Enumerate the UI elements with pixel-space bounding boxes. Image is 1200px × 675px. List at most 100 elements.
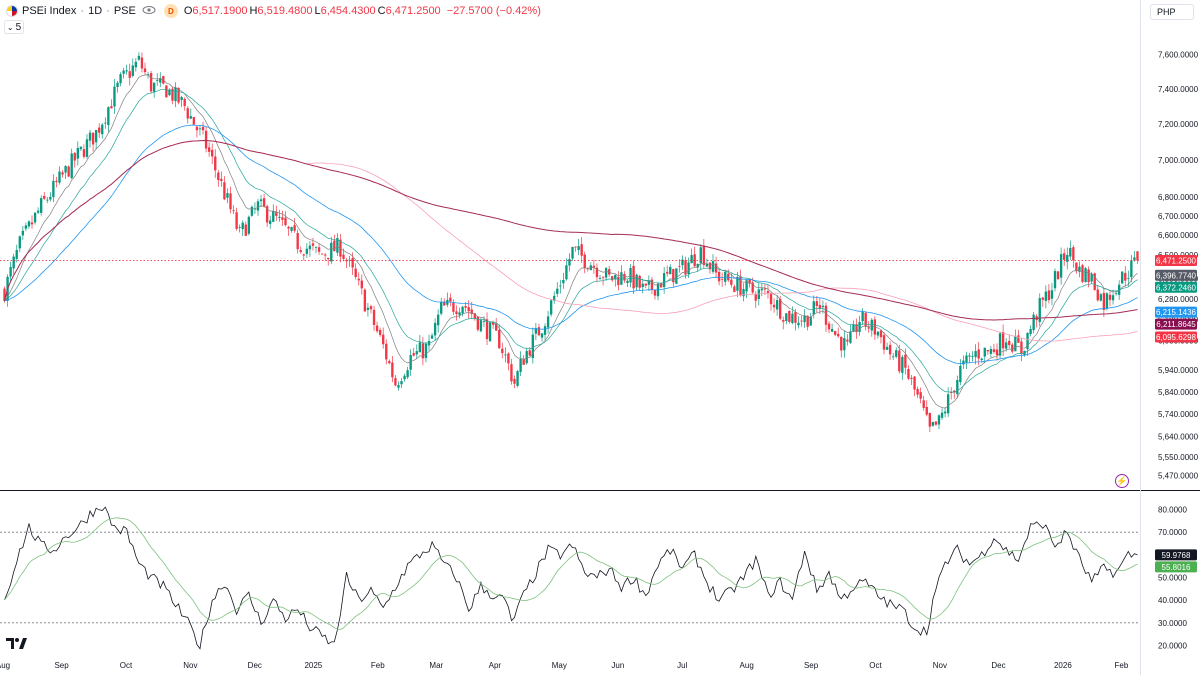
- candle-body: [479, 320, 483, 332]
- candle-body: [281, 217, 284, 220]
- candle-body: [1075, 262, 1078, 271]
- ema-mid-label: 6,372.2460: [1156, 283, 1197, 292]
- candle-body: [528, 350, 531, 356]
- candle-body: [556, 288, 559, 294]
- candle-body: [94, 129, 98, 143]
- candle-body: [107, 107, 110, 126]
- candle-body: [397, 384, 400, 388]
- candle-body: [189, 116, 192, 119]
- candle-body: [763, 288, 767, 290]
- ema-fast-label-bg: [1155, 269, 1197, 281]
- candle-body: [192, 117, 196, 125]
- candle-body: [470, 309, 473, 314]
- tradingview-logo-icon[interactable]: [6, 636, 28, 650]
- candle-body: [736, 276, 739, 291]
- candle-body: [67, 166, 70, 177]
- candle-body: [672, 269, 675, 283]
- candle-body: [122, 70, 125, 74]
- candle-body: [333, 240, 336, 252]
- candle-body: [925, 406, 928, 415]
- low-number: 6,454.4300: [320, 5, 376, 17]
- timeframe[interactable]: 1D: [88, 5, 103, 17]
- candle-body: [168, 89, 171, 96]
- candle-body: [1017, 335, 1020, 343]
- candle-body: [214, 156, 217, 171]
- axis-value-labels: 6,471.2500 6,396.7740 6,372.2460 6,215.1436…: [1155, 254, 1197, 573]
- data-badge[interactable]: D: [163, 4, 178, 18]
- candle-body: [1072, 247, 1075, 261]
- symbol-title[interactable]: PSEi Index: [22, 5, 77, 17]
- candle-body: [330, 242, 333, 262]
- collapse-indicators-button[interactable]: ⌄ 5: [4, 20, 24, 34]
- candle-body: [882, 335, 886, 350]
- candle-body: [995, 349, 999, 356]
- candle-body: [971, 356, 974, 357]
- candle-body: [269, 220, 272, 224]
- price-tick-label: 6,700.0000: [1158, 212, 1199, 221]
- candle-body: [962, 360, 965, 365]
- candle-body: [79, 146, 83, 150]
- candle-body: [98, 127, 101, 133]
- candle-body: [412, 353, 415, 356]
- price-tick-label: 5,940.0000: [1158, 366, 1199, 375]
- candle-body: [733, 286, 736, 292]
- candle-body: [565, 265, 568, 280]
- candle-body: [980, 358, 983, 360]
- candle-body: [986, 350, 990, 352]
- candle-body: [339, 239, 342, 257]
- candle-body: [1121, 271, 1124, 284]
- candle-body: [895, 350, 898, 357]
- candle-body: [632, 265, 635, 289]
- candle-body: [284, 217, 287, 226]
- legend-bar: PSEi Index · 1D · PSE D O6,517.1900 H6,5…: [0, 0, 1140, 22]
- candle-body: [55, 180, 58, 183]
- candle-body: [919, 392, 922, 399]
- candle-body: [1081, 265, 1084, 282]
- candle-body: [1105, 293, 1109, 309]
- candle-body: [180, 97, 183, 101]
- candle-body: [1069, 247, 1072, 257]
- candle-body: [510, 364, 513, 382]
- candle-body: [824, 305, 828, 325]
- candle-body: [1111, 295, 1115, 301]
- rsi-ma-line: [4, 517, 1138, 630]
- candle-body: [745, 280, 748, 292]
- candle-body: [965, 355, 968, 363]
- currency-selector[interactable]: PHP: [1150, 4, 1194, 20]
- candle-body: [696, 263, 699, 268]
- candle-body: [907, 368, 910, 379]
- candle-body: [815, 301, 819, 306]
- candle-body: [201, 126, 205, 131]
- candle-body: [769, 293, 773, 305]
- open-value: O6,517.1900: [184, 5, 248, 17]
- time-tick-label: Jul: [677, 661, 687, 670]
- candle-body: [265, 206, 269, 223]
- candle-body: [720, 278, 724, 280]
- candle-body: [998, 333, 1002, 356]
- candle-body: [1014, 336, 1017, 352]
- candle-body: [623, 273, 626, 281]
- candle-body: [898, 350, 901, 372]
- candle-body: [482, 321, 486, 322]
- eye-icon[interactable]: [142, 5, 156, 18]
- candle-body: [485, 319, 489, 340]
- candle-body: [855, 324, 858, 333]
- candle-body: [702, 245, 706, 266]
- candle-body: [464, 305, 467, 308]
- candle-body: [739, 276, 742, 296]
- candle-body: [174, 87, 177, 102]
- title-sep: ·: [80, 5, 85, 17]
- candle-body: [12, 256, 15, 269]
- candle-body: [531, 334, 535, 358]
- candle-body: [956, 380, 959, 395]
- candle-body: [64, 166, 67, 173]
- lightning-icon[interactable]: ⚡: [1115, 474, 1129, 488]
- candle-body: [43, 195, 46, 199]
- candle-body: [159, 78, 162, 83]
- candle-body: [791, 313, 794, 324]
- candle-body: [217, 172, 220, 181]
- candle-body: [516, 371, 519, 386]
- candle-body: [1004, 342, 1008, 349]
- rsi-label-bg: [1155, 549, 1197, 561]
